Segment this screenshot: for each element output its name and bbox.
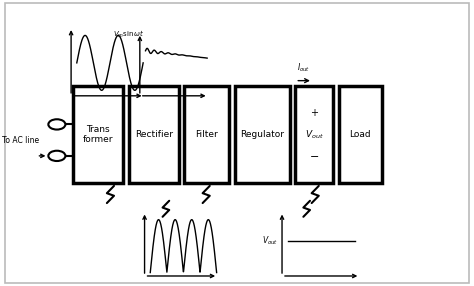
Text: $V_{out}$: $V_{out}$ bbox=[305, 128, 324, 141]
Circle shape bbox=[48, 151, 65, 161]
Bar bbox=[295, 86, 333, 183]
Bar bbox=[129, 86, 179, 183]
Bar bbox=[339, 86, 382, 183]
Text: $V_{out}$: $V_{out}$ bbox=[262, 234, 278, 247]
Text: +: + bbox=[310, 108, 318, 118]
Text: Filter: Filter bbox=[196, 130, 218, 139]
Text: $V_m \sin \omega t$: $V_m \sin \omega t$ bbox=[112, 28, 144, 40]
Bar bbox=[73, 86, 123, 183]
Text: Load: Load bbox=[349, 130, 371, 139]
Circle shape bbox=[48, 119, 65, 130]
Text: $I_{out}$: $I_{out}$ bbox=[298, 61, 310, 74]
Text: Rectifier: Rectifier bbox=[135, 130, 173, 139]
Text: To AC line: To AC line bbox=[2, 136, 39, 145]
Bar bbox=[184, 86, 229, 183]
Text: −: − bbox=[310, 152, 319, 162]
Bar bbox=[235, 86, 290, 183]
Text: Regulator: Regulator bbox=[240, 130, 284, 139]
Text: Trans
former: Trans former bbox=[83, 125, 114, 144]
